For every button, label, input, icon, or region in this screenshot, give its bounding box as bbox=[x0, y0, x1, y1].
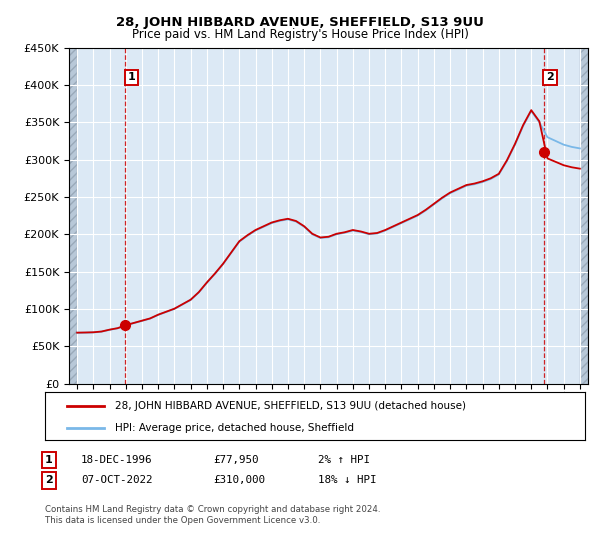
Text: £310,000: £310,000 bbox=[213, 475, 265, 486]
Text: 1: 1 bbox=[45, 455, 53, 465]
Text: 2: 2 bbox=[45, 475, 53, 486]
Text: 2% ↑ HPI: 2% ↑ HPI bbox=[318, 455, 370, 465]
Text: 28, JOHN HIBBARD AVENUE, SHEFFIELD, S13 9UU: 28, JOHN HIBBARD AVENUE, SHEFFIELD, S13 … bbox=[116, 16, 484, 29]
Text: 18-DEC-1996: 18-DEC-1996 bbox=[81, 455, 152, 465]
Bar bbox=[580, 48, 588, 384]
Text: Contains HM Land Registry data © Crown copyright and database right 2024.
This d: Contains HM Land Registry data © Crown c… bbox=[45, 505, 380, 525]
Text: £77,950: £77,950 bbox=[213, 455, 259, 465]
Text: HPI: Average price, detached house, Sheffield: HPI: Average price, detached house, Shef… bbox=[115, 423, 354, 433]
Text: 07-OCT-2022: 07-OCT-2022 bbox=[81, 475, 152, 486]
Text: 1: 1 bbox=[128, 72, 135, 82]
Text: 28, JOHN HIBBARD AVENUE, SHEFFIELD, S13 9UU (detached house): 28, JOHN HIBBARD AVENUE, SHEFFIELD, S13 … bbox=[115, 402, 466, 411]
Text: 18% ↓ HPI: 18% ↓ HPI bbox=[318, 475, 377, 486]
Text: Price paid vs. HM Land Registry's House Price Index (HPI): Price paid vs. HM Land Registry's House … bbox=[131, 28, 469, 41]
Text: 2: 2 bbox=[546, 72, 554, 82]
Bar bbox=[69, 48, 77, 384]
